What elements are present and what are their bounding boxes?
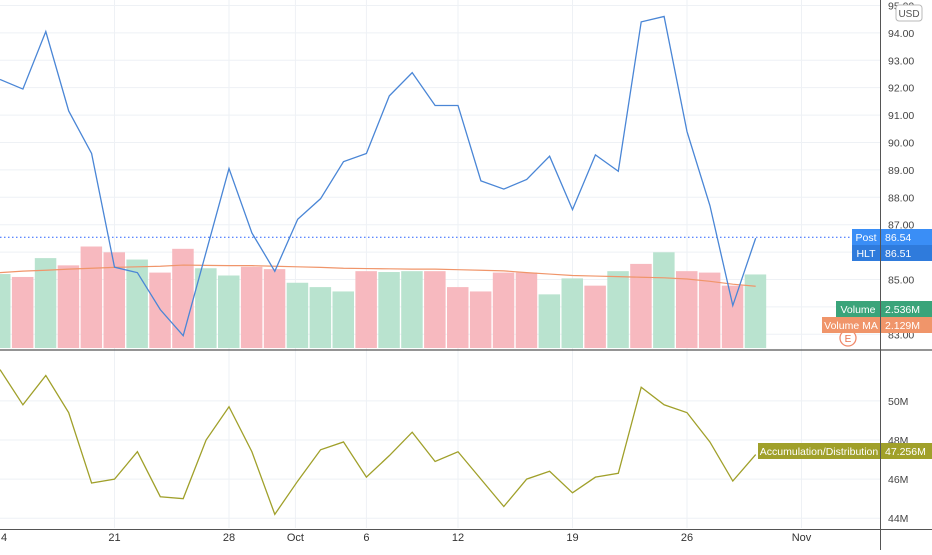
ad-tag-value-box — [881, 443, 932, 459]
price-tick-label: 85.00 — [888, 274, 914, 286]
volume-bar — [11, 276, 34, 348]
volume-bar — [309, 287, 332, 348]
volume-bar — [630, 263, 652, 348]
earnings-marker-label: E — [845, 334, 852, 345]
volume-tag-value-box — [881, 301, 932, 317]
ad-tag-name: Accumulation/Distribution — [760, 446, 879, 458]
price-series — [0, 15, 880, 338]
volume-bar — [653, 252, 675, 348]
volume-bar — [103, 252, 125, 348]
x-tick-label: 28 — [223, 532, 235, 544]
volume-tag-value: 2.536M — [885, 304, 920, 316]
ad-tick-label: 46M — [888, 474, 908, 486]
x-tick-label: 6 — [363, 532, 369, 544]
volume-bars — [0, 246, 767, 348]
ad-tick-label: 50M — [888, 396, 908, 408]
price-tick-label: 93.00 — [888, 55, 914, 67]
volume-bar — [332, 291, 354, 348]
volume-bar — [218, 275, 240, 348]
volume-tag-name: Volume — [840, 304, 875, 316]
price-tick-label: 87.00 — [888, 220, 914, 232]
volume-bar — [34, 258, 57, 348]
volume-ma-line — [0, 264, 756, 287]
hlt-price-tag-value: 86.51 — [885, 248, 911, 260]
post-price-tag-value: 86.54 — [885, 232, 911, 244]
volume-bar — [447, 287, 469, 348]
volume-bar — [240, 266, 263, 348]
volume-bar — [469, 291, 492, 348]
volume-ma-polyline — [0, 264, 756, 287]
volume-bar — [195, 268, 217, 348]
volume-bar — [561, 278, 583, 348]
volume-bar — [378, 272, 400, 348]
ad-tag-name-box — [758, 443, 880, 459]
volume-bar — [721, 285, 744, 348]
x-tick-label: 4 — [1, 532, 7, 544]
volume-bar — [263, 269, 286, 348]
x-tick-label: 12 — [452, 532, 464, 544]
volume-bar — [538, 294, 561, 348]
ad-tick-label: 44M — [888, 513, 908, 525]
ad-line — [0, 369, 757, 516]
x-tick-label: 26 — [681, 532, 693, 544]
price-tick-label: 88.00 — [888, 192, 914, 204]
x-tick-label: Oct — [287, 532, 304, 544]
volume-ma-tag-name: Volume MA — [824, 320, 878, 332]
volume-bar — [286, 282, 309, 348]
volume-bar — [0, 274, 11, 348]
currency-label: USD — [898, 9, 919, 20]
volume-bar — [698, 272, 721, 348]
price-tick-label: 91.00 — [888, 110, 914, 122]
x-tick-label: 19 — [566, 532, 578, 544]
x-tick-label: 21 — [108, 532, 120, 544]
volume-bar — [355, 271, 377, 348]
volume-bar — [515, 272, 538, 348]
volume-bar — [80, 246, 103, 348]
volume-tag-name-box — [836, 301, 880, 317]
hlt-price-tag-name: HLT — [856, 248, 876, 260]
volume-bar — [57, 265, 80, 348]
volume-bar — [172, 248, 194, 348]
volume-bar — [424, 271, 446, 348]
volume-bar — [492, 272, 515, 348]
price-tick-label: 94.00 — [888, 28, 914, 40]
post-price-tag-name: Post — [855, 232, 876, 244]
price-tick-label: 89.00 — [888, 165, 914, 177]
price-tick-label: 90.00 — [888, 137, 914, 149]
volume-bar — [676, 271, 698, 348]
price-line — [0, 15, 757, 338]
hlt-price-tag-name-box — [852, 245, 880, 261]
volume-ma-tag-value: 2.129M — [885, 320, 920, 332]
accumulation-distribution-series — [0, 369, 757, 516]
x-tick-label: Nov — [792, 532, 812, 544]
price-tick-label: 92.00 — [888, 83, 914, 95]
volume-bar — [584, 285, 606, 348]
ad-tag-value: 47.256M — [885, 446, 926, 458]
currency-badge[interactable] — [895, 4, 923, 22]
volume-bar — [401, 271, 423, 348]
volume-ma-tag-value-box — [881, 317, 932, 333]
volume-bar — [607, 271, 629, 348]
volume-bar — [744, 274, 767, 348]
post-price-tag-name-box — [852, 229, 880, 245]
volume-ma-tag-name-box — [822, 317, 880, 333]
post-price-tag-value-box — [881, 229, 932, 245]
price-scale-labels: USD Post 86.54 HLT 86.51 Volume 2.536M Volume M… — [758, 4, 932, 459]
hlt-price-tag-value-box — [881, 245, 932, 261]
